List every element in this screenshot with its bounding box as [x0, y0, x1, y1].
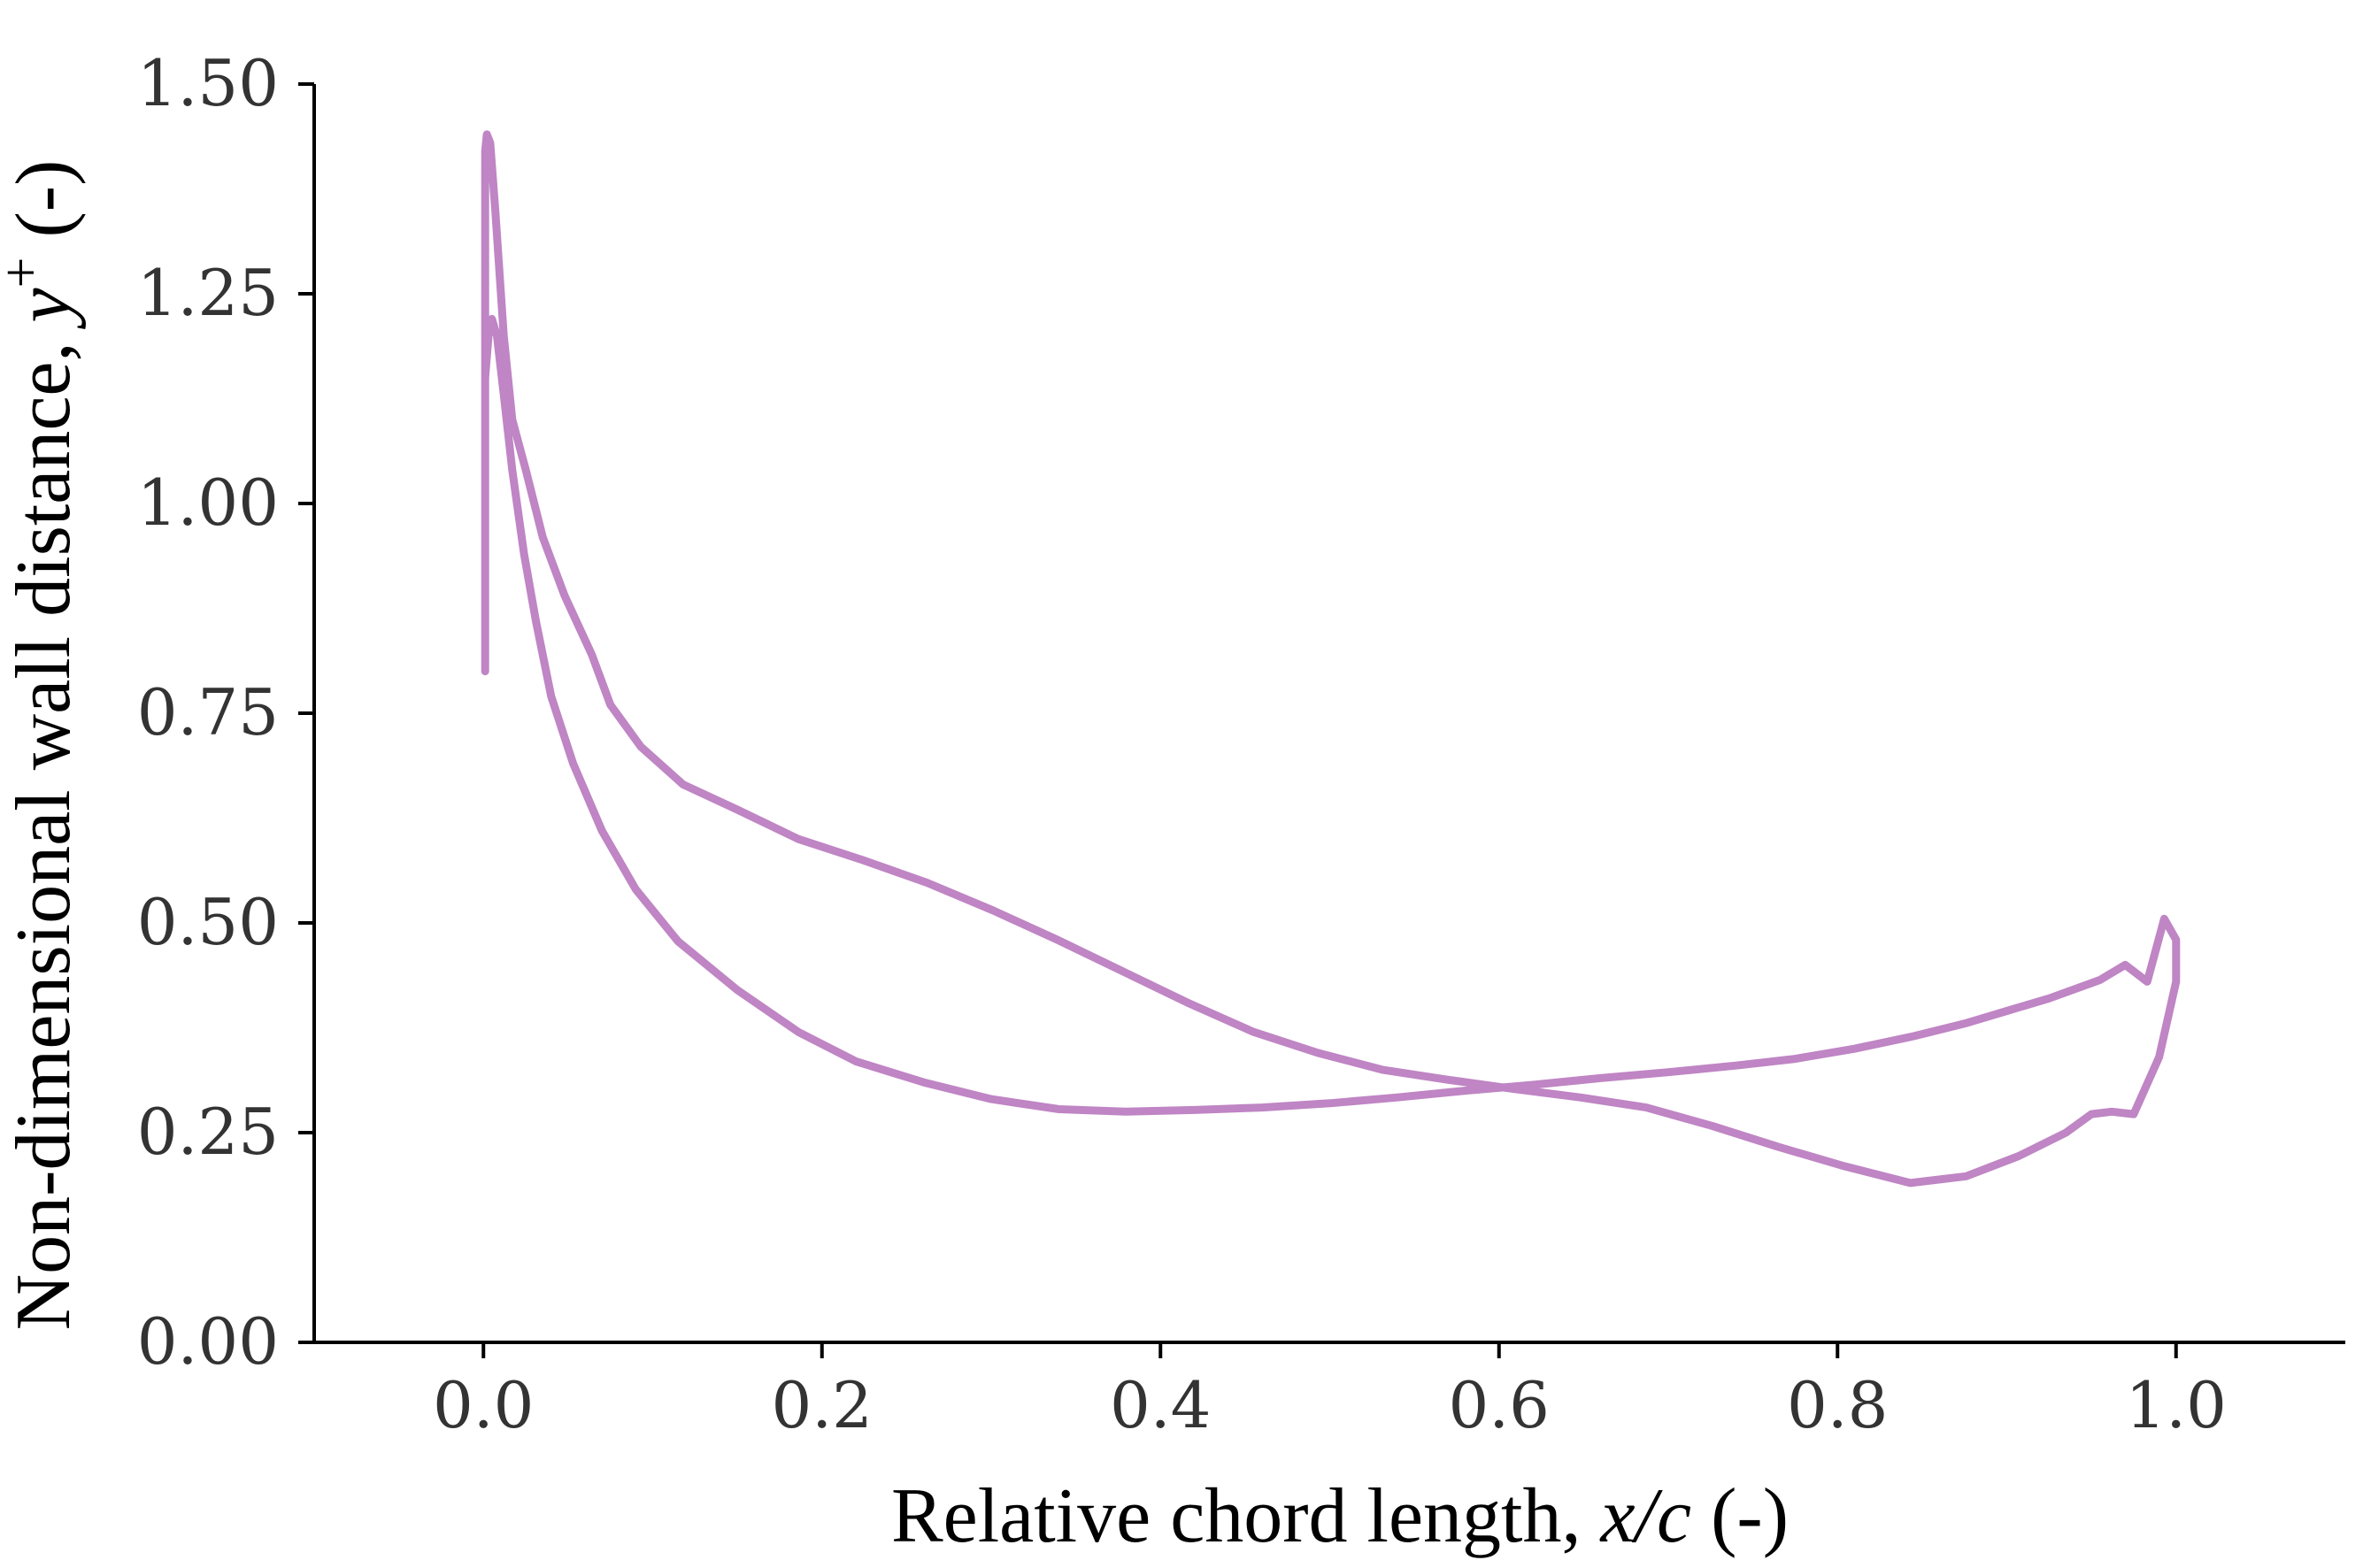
y-tick-label: 1.00	[137, 465, 279, 540]
series-layer	[481, 130, 2181, 1188]
y-axis-label-unit: (-)	[1, 160, 87, 257]
x-axis-ticks: 0.0 0.2 0.4 0.6 0.8 1.0	[433, 1342, 2227, 1442]
y-axis-label: Non-dimensional wall distance, y+ (-)	[0, 160, 87, 1331]
y-axis-label-superscript: +	[0, 257, 51, 288]
y-tick-label: 1.50	[137, 46, 279, 120]
x-axis-label-prefix: Relative chord length,	[891, 1473, 1601, 1559]
y-tick-label: 0.50	[137, 885, 279, 959]
x-tick-label: 0.6	[1448, 1368, 1550, 1442]
y-tick-label: 0.25	[137, 1095, 279, 1169]
x-tick-label: 0.4	[1110, 1368, 1212, 1442]
y-axis-ticks: 0.00 0.25 0.50 0.75 1.00 1.25 1.50	[137, 46, 314, 1379]
y-tick-label: 0.75	[137, 675, 279, 749]
y-tick-label: 0.00	[137, 1304, 279, 1379]
plot-area	[481, 130, 2181, 1188]
y-tick-label: 1.25	[137, 256, 279, 330]
y-axis-label-prefix: Non-dimensional wall distance,	[1, 323, 87, 1331]
x-axis-label: Relative chord length, x/c (-)	[891, 1473, 1789, 1559]
y-axis-label-variable: y	[1, 288, 87, 330]
x-tick-label: 1.0	[2125, 1368, 2227, 1442]
series-line	[481, 130, 2181, 1188]
x-tick-label: 0.2	[771, 1368, 873, 1442]
x-tick-label: 0.8	[1787, 1368, 1889, 1442]
x-axis-label-unit: (-)	[1691, 1473, 1789, 1559]
x-axis-label-variable: x/c	[1599, 1473, 1692, 1559]
x-tick-label: 0.0	[433, 1368, 535, 1442]
